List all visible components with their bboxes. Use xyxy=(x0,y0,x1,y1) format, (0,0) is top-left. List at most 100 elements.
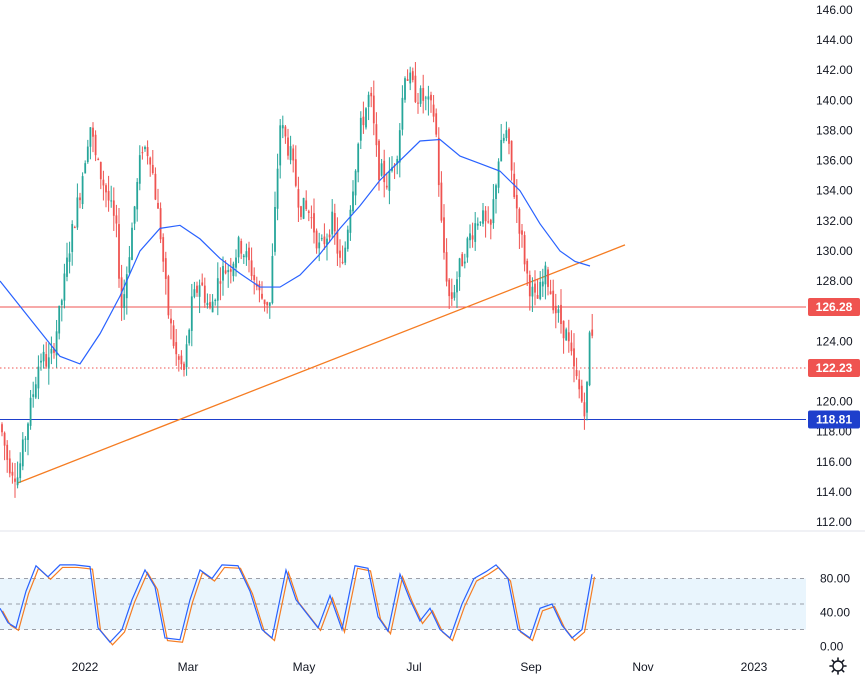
candle-body xyxy=(133,206,136,224)
candle-body xyxy=(549,291,552,295)
candle-body xyxy=(580,385,583,402)
candle-body xyxy=(463,261,466,264)
candle-body xyxy=(443,217,445,253)
candle-body xyxy=(240,241,243,254)
candle-body xyxy=(146,147,149,157)
level-label-bg xyxy=(808,297,860,316)
candle-body xyxy=(250,260,253,277)
candles xyxy=(1,62,594,498)
candle-body xyxy=(372,95,375,124)
candle-body xyxy=(123,294,126,308)
candle-body xyxy=(188,329,191,344)
candle-body xyxy=(154,173,157,200)
candle-body xyxy=(354,170,357,196)
candle-body xyxy=(424,97,427,99)
candle-body xyxy=(528,274,531,297)
candle-body xyxy=(105,185,107,193)
candle-body xyxy=(305,200,308,210)
candle-body xyxy=(60,300,63,305)
stoch-tick-label: 40.00 xyxy=(820,606,850,620)
price-axis-ticks: 146.00 144.00 142.00 140.00 138.00 136.00 134.… xyxy=(816,3,853,529)
candle-body xyxy=(248,247,250,261)
candle-body xyxy=(190,296,193,331)
candle-body xyxy=(567,332,570,342)
x-tick-label: Nov xyxy=(632,660,653,674)
candle-body xyxy=(180,355,183,365)
level-label: 126.28 xyxy=(816,300,853,314)
candle-body xyxy=(404,78,406,100)
candle-body xyxy=(1,424,3,433)
candle-body xyxy=(164,258,167,279)
candle-body xyxy=(131,227,133,260)
candle-body xyxy=(107,190,110,201)
main-pane: 126.28 122.23 118.81 xyxy=(0,62,865,532)
candle-body xyxy=(242,255,245,258)
candle-body xyxy=(237,237,240,258)
candle-body xyxy=(266,302,269,306)
candle-body xyxy=(183,363,185,370)
candle-body xyxy=(276,168,279,209)
candle-body xyxy=(170,318,172,324)
candle-body xyxy=(245,251,248,258)
price-tick-label: 116.00 xyxy=(816,455,852,469)
candle-body xyxy=(409,72,412,84)
candle-body xyxy=(216,278,219,301)
candle-body xyxy=(40,360,42,363)
candle-body xyxy=(268,302,271,306)
candle-body xyxy=(196,285,198,293)
candle-body xyxy=(307,211,310,213)
candle-body xyxy=(157,202,159,209)
candle-body xyxy=(68,253,71,262)
candle-body xyxy=(99,162,102,180)
candle-body xyxy=(211,301,214,313)
candle-body xyxy=(523,235,526,265)
candle-body xyxy=(193,289,196,297)
candle-body xyxy=(552,290,555,311)
candle-body xyxy=(318,242,321,249)
candle-body xyxy=(471,235,474,240)
price-tick-label: 112.00 xyxy=(816,515,852,529)
price-tick-label: 132.00 xyxy=(816,214,853,228)
candle-body xyxy=(53,348,55,353)
candle-body xyxy=(284,126,287,137)
level-label-bg xyxy=(808,410,860,429)
candle-body xyxy=(339,250,341,258)
candle-body xyxy=(554,305,557,314)
settings-gear-icon[interactable] xyxy=(829,657,847,675)
candle-body xyxy=(89,127,92,147)
price-tick-label: 142.00 xyxy=(816,63,853,77)
ma-line xyxy=(0,138,591,365)
candle-body xyxy=(367,94,370,108)
candle-body xyxy=(562,320,565,339)
candle-body xyxy=(21,439,24,467)
candle-body xyxy=(118,224,120,279)
candle-body xyxy=(34,384,37,398)
candle-body xyxy=(294,159,297,186)
candle-body xyxy=(544,265,547,285)
candle-body xyxy=(287,137,289,156)
candle-body xyxy=(453,292,456,298)
price-tick-label: 128.00 xyxy=(816,274,853,288)
price-tick-label: 130.00 xyxy=(816,244,853,258)
candle-body xyxy=(274,206,276,252)
candle-body xyxy=(565,329,568,341)
candle-body xyxy=(536,295,539,299)
candle-body xyxy=(333,213,336,232)
candle-body xyxy=(380,163,383,176)
candle-body xyxy=(84,163,87,174)
candle-body xyxy=(370,92,373,97)
price-tick-label: 138.00 xyxy=(816,123,853,137)
candle-body xyxy=(331,211,334,235)
candle-body xyxy=(341,261,344,263)
stoch-tick-label: 80.00 xyxy=(820,572,850,586)
x-tick-label: May xyxy=(293,660,316,674)
candle-body xyxy=(214,300,217,302)
candle-body xyxy=(570,342,573,352)
candle-body xyxy=(437,137,440,186)
candle-body xyxy=(3,432,6,446)
candle-body xyxy=(469,233,471,241)
candle-body xyxy=(526,260,529,274)
price-tick-label: 120.00 xyxy=(816,395,853,409)
candle-body xyxy=(575,370,578,377)
